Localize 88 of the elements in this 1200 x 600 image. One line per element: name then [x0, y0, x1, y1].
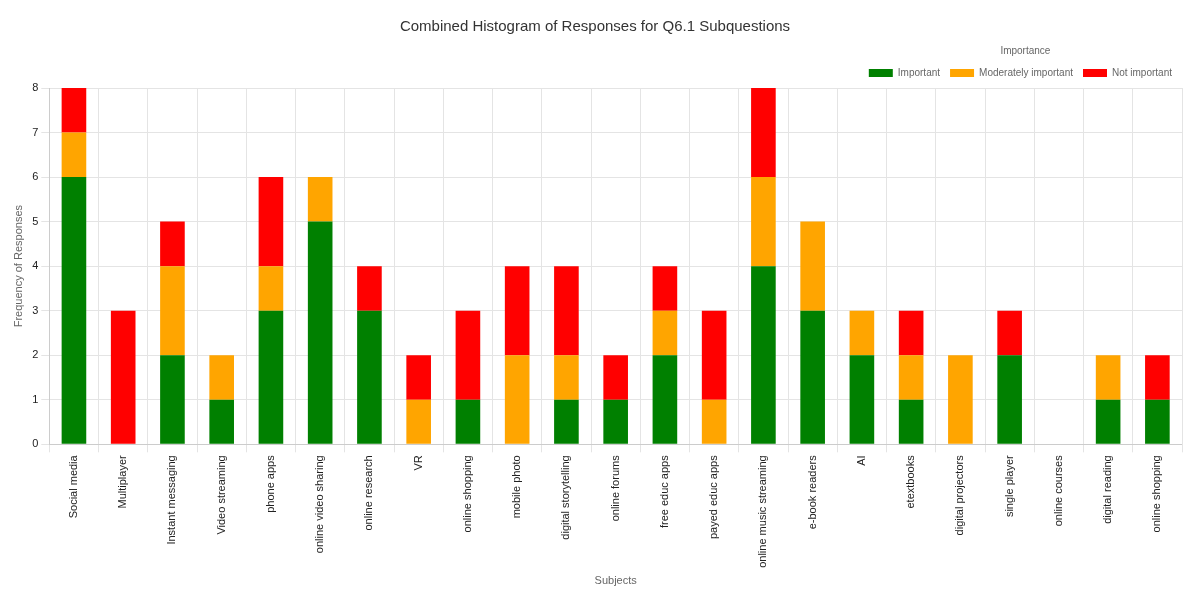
bar	[455, 310, 481, 400]
bar	[652, 355, 678, 444]
bar	[307, 177, 333, 222]
bar	[209, 399, 234, 444]
bar	[898, 310, 924, 356]
y-tick-label: 6	[32, 170, 39, 183]
bar	[997, 310, 1022, 356]
legend-label: Important	[897, 66, 941, 78]
x-axis-title: Subjects	[594, 574, 638, 587]
x-tick-label: e-book readers	[805, 454, 818, 530]
x-tick-label: online shopping	[1150, 455, 1163, 533]
bar	[61, 132, 87, 178]
bar	[406, 399, 431, 444]
y-tick-label: 2	[32, 348, 39, 361]
x-tick-label: online research	[362, 455, 375, 531]
bar	[1145, 355, 1170, 400]
bar	[800, 221, 825, 311]
x-tick-label: online music streaming	[756, 455, 769, 568]
legend-label: Moderately important	[979, 66, 1074, 78]
bar	[357, 266, 382, 311]
y-tick-label: 8	[32, 81, 39, 94]
y-axis-title: Frequency of Responses	[11, 204, 24, 328]
x-tick-label: online shopping	[460, 455, 473, 533]
y-tick-label: 5	[32, 214, 39, 227]
bar	[1095, 399, 1121, 444]
legend-title: Importance	[1000, 44, 1051, 56]
bar	[307, 221, 333, 444]
legend-label: Not important	[1111, 66, 1173, 78]
y-tick-label: 3	[32, 303, 39, 316]
bar	[948, 355, 973, 444]
bar	[849, 310, 875, 356]
x-tick-label: online courses	[1051, 454, 1064, 527]
bar	[258, 310, 284, 444]
bar	[603, 399, 628, 444]
x-tick-label: online forums	[608, 454, 621, 522]
bar	[504, 355, 530, 444]
chart-title: Combined Histogram of Responses for Q6.1 Subquestions	[399, 17, 791, 35]
bar	[898, 355, 924, 400]
bar	[898, 399, 924, 444]
bar	[258, 266, 284, 311]
bar	[849, 355, 875, 444]
bar	[455, 399, 481, 444]
x-tick-label: online video sharing	[313, 455, 326, 554]
y-tick-label: 0	[32, 437, 39, 450]
bar	[110, 310, 136, 444]
x-tick-label: Social media	[66, 454, 79, 519]
bar	[751, 88, 776, 178]
bar	[652, 266, 678, 311]
bar	[1145, 399, 1170, 444]
bar	[997, 355, 1022, 444]
bar	[751, 177, 776, 267]
x-tick-label: mobile photo	[510, 455, 523, 519]
bar	[554, 266, 579, 356]
bar	[504, 266, 530, 356]
x-tick-label: single player	[1002, 454, 1015, 518]
bar	[160, 355, 185, 444]
x-tick-label: AI	[854, 455, 867, 466]
y-tick-label: 7	[32, 125, 39, 138]
x-tick-label: Video streaming	[214, 455, 227, 535]
bar	[751, 266, 776, 444]
x-tick-label: etextbooks	[904, 454, 917, 509]
bar	[160, 266, 185, 356]
bar	[800, 310, 825, 444]
y-tick-label: 4	[32, 259, 39, 272]
bar	[554, 399, 579, 444]
x-tick-label: digital projectors	[953, 454, 966, 536]
bar	[406, 355, 431, 400]
bar	[357, 310, 382, 444]
bar	[701, 399, 727, 444]
bar	[61, 88, 87, 133]
bar	[209, 355, 234, 400]
bar	[61, 177, 87, 444]
bar	[652, 310, 678, 356]
x-tick-label: digital reading	[1101, 455, 1114, 524]
bar	[603, 355, 628, 400]
x-tick-label: payed educ apps	[707, 454, 720, 540]
bar	[701, 310, 727, 400]
x-tick-label: digital storytelling	[559, 455, 572, 540]
x-tick-label: Instant messaging	[165, 455, 178, 545]
x-tick-label: VR	[411, 455, 424, 471]
bar	[554, 355, 579, 400]
bar	[258, 177, 284, 267]
bar	[160, 221, 185, 267]
bar	[1095, 355, 1121, 400]
x-tick-label: phone apps	[263, 454, 276, 513]
y-tick-label: 1	[32, 392, 39, 405]
x-tick-label: Multiplayer	[116, 454, 129, 509]
x-tick-label: free educ apps	[657, 454, 670, 529]
